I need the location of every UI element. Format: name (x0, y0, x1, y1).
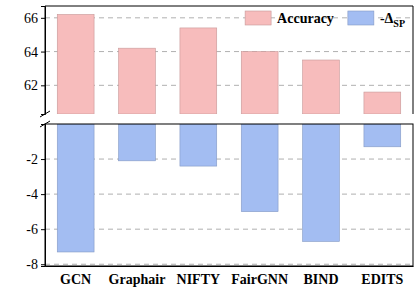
axis-line (41, 125, 46, 267)
tick: -2 (26, 152, 45, 167)
tick-mark (41, 159, 45, 160)
chart: 62 64 66 -2 -4 -6 -8 GCN Graphair NIFTY FairGNN BIN… (0, 0, 420, 294)
tick-label: Graphair (109, 272, 166, 287)
tick-label: GCN (60, 272, 91, 287)
tick-mark (41, 264, 45, 265)
bar (364, 92, 401, 114)
bar (241, 52, 278, 114)
tick-label: -4 (26, 187, 38, 202)
grid-bottom (45, 159, 413, 264)
tick: EDITS (361, 266, 403, 287)
tick: GCN (60, 266, 91, 287)
y-axis-bottom: -2 -4 -6 -8 (26, 125, 45, 273)
bar (119, 48, 156, 114)
legend-item: -ΔSP (348, 11, 405, 29)
tick-mark (41, 52, 45, 53)
bar (303, 60, 340, 114)
legend-label: Accuracy (277, 11, 334, 26)
tick-mark (41, 229, 45, 230)
legend: Accuracy -ΔSP (245, 11, 405, 29)
tick: NIFTY (177, 266, 221, 287)
bars-bottom (57, 124, 400, 252)
bar (241, 124, 278, 212)
legend-swatch (348, 11, 374, 25)
grid-line (45, 85, 413, 86)
tick: 66 (24, 11, 45, 26)
bar (180, 124, 217, 166)
tick-label: -6 (26, 222, 38, 237)
tick: FairGNN (231, 266, 288, 287)
grid-top (45, 18, 413, 86)
tick-label: 66 (24, 11, 38, 26)
tick-label: -8 (26, 257, 38, 272)
grid-line (45, 194, 413, 195)
tick-label: EDITS (361, 272, 403, 287)
tick: -4 (26, 187, 45, 202)
bar (303, 124, 340, 241)
grid-line (45, 229, 413, 230)
grid-line (45, 159, 413, 160)
y-axis-top: 62 64 66 (24, 7, 46, 115)
legend-swatch (245, 11, 271, 25)
tick-label: 62 (24, 78, 38, 93)
axis-line (41, 7, 46, 115)
tick-label: 64 (24, 45, 38, 60)
tick: -8 (26, 257, 45, 272)
tick: 62 (24, 78, 45, 93)
break-mark (40, 111, 50, 117)
tick: Graphair (109, 266, 166, 287)
bars-top (57, 14, 400, 114)
grid-line (45, 264, 413, 265)
grid-line (45, 51, 413, 52)
axis-line (46, 266, 414, 267)
bar (57, 14, 94, 114)
tick: BIND (303, 266, 338, 287)
axis-break (40, 111, 50, 127)
frame-top (45, 6, 413, 114)
bar (57, 124, 94, 252)
tick-label: BIND (303, 272, 338, 287)
tick: 64 (24, 45, 45, 60)
tick-mark (41, 85, 45, 86)
legend-item: Accuracy (245, 11, 334, 26)
tick-mark (41, 18, 45, 19)
frame-bottom (45, 124, 413, 266)
tick-mark (41, 194, 45, 195)
x-axis: GCN Graphair NIFTY FairGNN BIND EDITS (46, 266, 414, 287)
bar (364, 124, 401, 147)
break-mark (40, 121, 50, 127)
bar (180, 28, 217, 114)
bar (119, 124, 156, 161)
tick-label: NIFTY (177, 272, 221, 287)
legend-label: -ΔSP (380, 11, 405, 29)
tick-label: FairGNN (231, 272, 288, 287)
tick: -6 (26, 222, 45, 237)
tick-label: -2 (26, 152, 38, 167)
